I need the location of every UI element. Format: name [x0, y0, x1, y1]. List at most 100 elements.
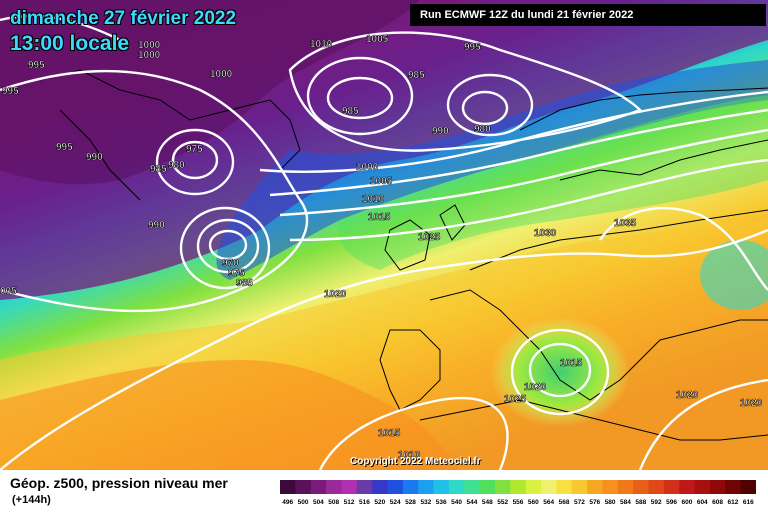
legend-swatch	[295, 480, 312, 494]
legend-swatch	[387, 480, 404, 494]
isobar-labels: 995 1000 995 990 985 975 980 1010 1005 1…	[0, 34, 763, 462]
legend-swatch	[372, 480, 388, 494]
isobar-label: 1000	[356, 162, 379, 173]
legend-value-label: 552	[497, 499, 508, 506]
legend-value-label: 508	[328, 499, 339, 506]
legend-value-label: 580	[605, 499, 616, 506]
isobar-label: 1015	[368, 212, 391, 223]
isobar-label: 1000	[210, 69, 233, 80]
legend-value-label: 608	[712, 499, 723, 506]
legend-swatch	[648, 480, 665, 494]
legend-swatch	[602, 480, 619, 494]
isobar-label: 1000	[138, 40, 161, 51]
legend-value-label: 592	[651, 499, 662, 506]
isobar-label: 990	[86, 152, 103, 163]
legend-value-label: 532	[420, 499, 431, 506]
legend-value-label: 588	[635, 499, 646, 506]
pressure-map: 995 1000 995 990 985 975 980 1010 1005 1…	[0, 0, 768, 470]
legend-swatch	[448, 480, 465, 494]
legend-swatch	[709, 480, 726, 494]
legend-swatch	[479, 480, 496, 494]
forecast-time: 13:00 locale	[10, 32, 130, 55]
legend-value-label: 548	[482, 499, 493, 506]
isobar-label: 1035	[614, 218, 637, 229]
parameter-title: Géop. z500, pression niveau mer	[10, 475, 228, 491]
legend-swatch	[633, 480, 649, 494]
legend-swatch	[663, 480, 680, 494]
legend-swatch	[433, 480, 450, 494]
legend-value-label: 560	[528, 499, 539, 506]
legend-swatch	[725, 480, 742, 494]
isobar-label: 1020	[524, 382, 547, 393]
isobar-label: 1020	[676, 390, 699, 401]
color-scale-legend: 496 500 504 508 512 516 520 524 528 532 536 540 544 5…	[280, 480, 756, 506]
isobar-label: 985	[408, 70, 425, 81]
isobar-label: 1020	[324, 289, 347, 300]
legend-value-label: 528	[405, 499, 416, 506]
isobar-lines	[0, 14, 768, 470]
legend-swatch	[679, 480, 695, 494]
forecast-date: dimanche 27 février 2022	[10, 8, 237, 29]
legend-swatch	[494, 480, 511, 494]
legend-value-label: 496	[282, 499, 293, 506]
legend-value-label: 504	[313, 499, 324, 506]
legend-swatch	[280, 480, 296, 494]
legend-value-label: 596	[666, 499, 677, 506]
isobar-label: 1030	[534, 228, 557, 239]
hot-zone	[0, 360, 460, 470]
legend-value-label: 564	[543, 499, 554, 506]
isobar-label: 1005	[370, 176, 393, 187]
isobar-label: 985	[150, 164, 167, 175]
legend-swatch	[341, 480, 358, 494]
legend-value-label: 600	[681, 499, 692, 506]
legend-swatch	[556, 480, 573, 494]
legend-swatch	[356, 480, 373, 494]
isobar-label: 005	[0, 286, 17, 297]
isobar-label: 1000	[138, 50, 161, 61]
isobar-label: 1010	[398, 450, 421, 461]
legend-swatch	[310, 480, 327, 494]
copyright-text: Copyright 2022 Meteociel.fr	[350, 456, 481, 467]
legend-value-label: 516	[359, 499, 370, 506]
isobar-label: 980	[474, 124, 491, 135]
legend-swatch	[694, 480, 711, 494]
isobar-label: 1010	[310, 39, 333, 50]
isobar-label: 1010	[362, 194, 385, 205]
legend-value-label: 512	[344, 499, 355, 506]
model-run-label: Run ECMWF 12Z du lundi 21 février 2022	[410, 4, 766, 26]
coastlines	[39, 69, 768, 441]
isobar-label: 990	[432, 126, 449, 137]
legend-swatch	[740, 480, 756, 494]
lead-time: (+144h)	[12, 494, 51, 506]
legend-swatch	[510, 480, 527, 494]
legend-swatch	[326, 480, 342, 494]
isobar-label: 1015	[378, 428, 401, 439]
legend-value-label: 612	[728, 499, 739, 506]
legend-value-label: 616	[743, 499, 754, 506]
legend-value-label: 572	[574, 499, 585, 506]
deep-low-zone	[0, 0, 420, 185]
legend-value-label: 540	[451, 499, 462, 506]
legend-value-label: 568	[559, 499, 570, 506]
legend-value-label: 576	[589, 499, 600, 506]
isobar-label: 990	[148, 220, 165, 231]
isobar-label: 995	[56, 142, 73, 153]
isobar-label: 980	[168, 160, 185, 171]
legend-swatch	[571, 480, 588, 494]
legend-value-label: 584	[620, 499, 631, 506]
isobar-label: 1025	[504, 394, 527, 405]
isobar-label: 995	[2, 86, 19, 97]
legend-value-label: 604	[697, 499, 708, 506]
legend-swatch	[587, 480, 603, 494]
legend-swatch	[464, 480, 481, 494]
legend-value-label: 524	[390, 499, 401, 506]
legend-value-label: 536	[436, 499, 447, 506]
isobar-label: 975	[186, 144, 203, 155]
legend-value-label: 520	[374, 499, 385, 506]
isobar-label: 1020	[740, 398, 763, 409]
isobar-label: 985	[342, 106, 359, 117]
isobar-label: 995	[28, 60, 45, 71]
isobar-label: 1015	[560, 358, 583, 369]
legend-swatch	[617, 480, 634, 494]
